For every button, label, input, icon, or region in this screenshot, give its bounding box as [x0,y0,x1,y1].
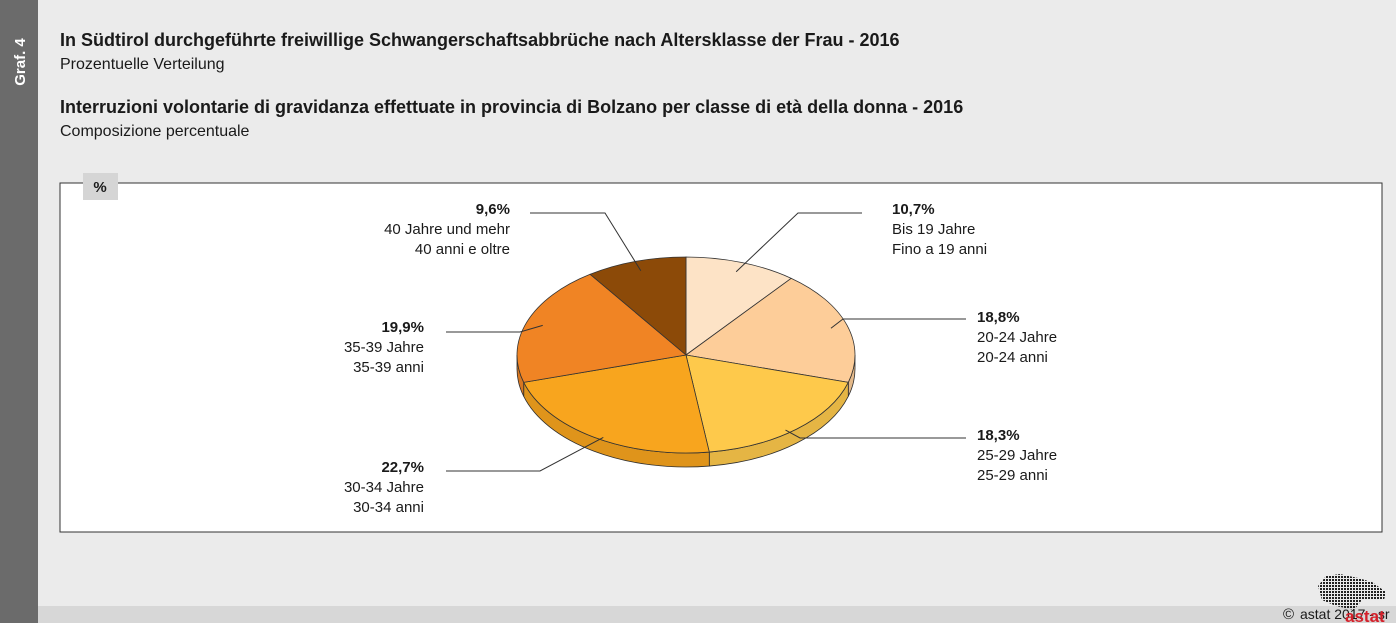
slice [684,277,856,383]
category-label-it: Fino a 19 anni [892,241,987,258]
source: astat 2017 - sr [1300,606,1390,622]
slice [685,256,793,356]
slice [516,273,687,383]
category-label-it: 35-39 anni [353,359,424,376]
category-label: Bis 19 Jahre [892,221,975,238]
side-strip [0,0,38,623]
leader-line [735,212,862,273]
chart-title-it: Interruzioni volontarie di gravidanza ef… [60,97,963,117]
category-label-it: 30-34 anni [353,499,424,516]
unit-box [83,173,118,200]
category-label: 20-24 Jahre [977,329,1057,346]
unit-label: % [93,179,106,196]
chart-subtitle-it: Composizione percentuale [60,123,250,140]
chart-subtitle: Prozentuelle Verteilung [60,56,225,73]
category-label-it: 40 anni e oltre [415,241,510,258]
leader-line [530,212,642,272]
category-label: 30-34 Jahre [344,479,424,496]
copyright: © [1283,606,1294,623]
slice [685,354,849,453]
category-label: 40 Jahre und mehr [384,221,510,238]
data-label: 19,9% [381,319,424,336]
slice [589,256,687,356]
tab-label: Graf. 4 [12,38,29,86]
data-label: 18,8% [977,309,1020,326]
data-label: 10,7% [892,201,935,218]
leader-line [830,318,966,329]
data-label: 22,7% [381,459,424,476]
data-label: 18,3% [977,427,1020,444]
category-label-it: 25-29 anni [977,467,1048,484]
leader-line [785,429,966,439]
leader-line [446,436,604,472]
logo-text: astat [1345,607,1385,623]
category-label: 25-29 Jahre [977,447,1057,464]
chart-title: In Südtirol durchgeführte freiwillige Sc… [60,30,900,50]
leader-line [446,324,543,333]
footer-band [38,606,1396,623]
category-label: 35-39 Jahre [344,339,424,356]
category-label-it: 20-24 anni [977,349,1048,366]
data-label: 9,6% [476,201,510,218]
logo-map [1318,574,1386,610]
slice [523,354,710,454]
